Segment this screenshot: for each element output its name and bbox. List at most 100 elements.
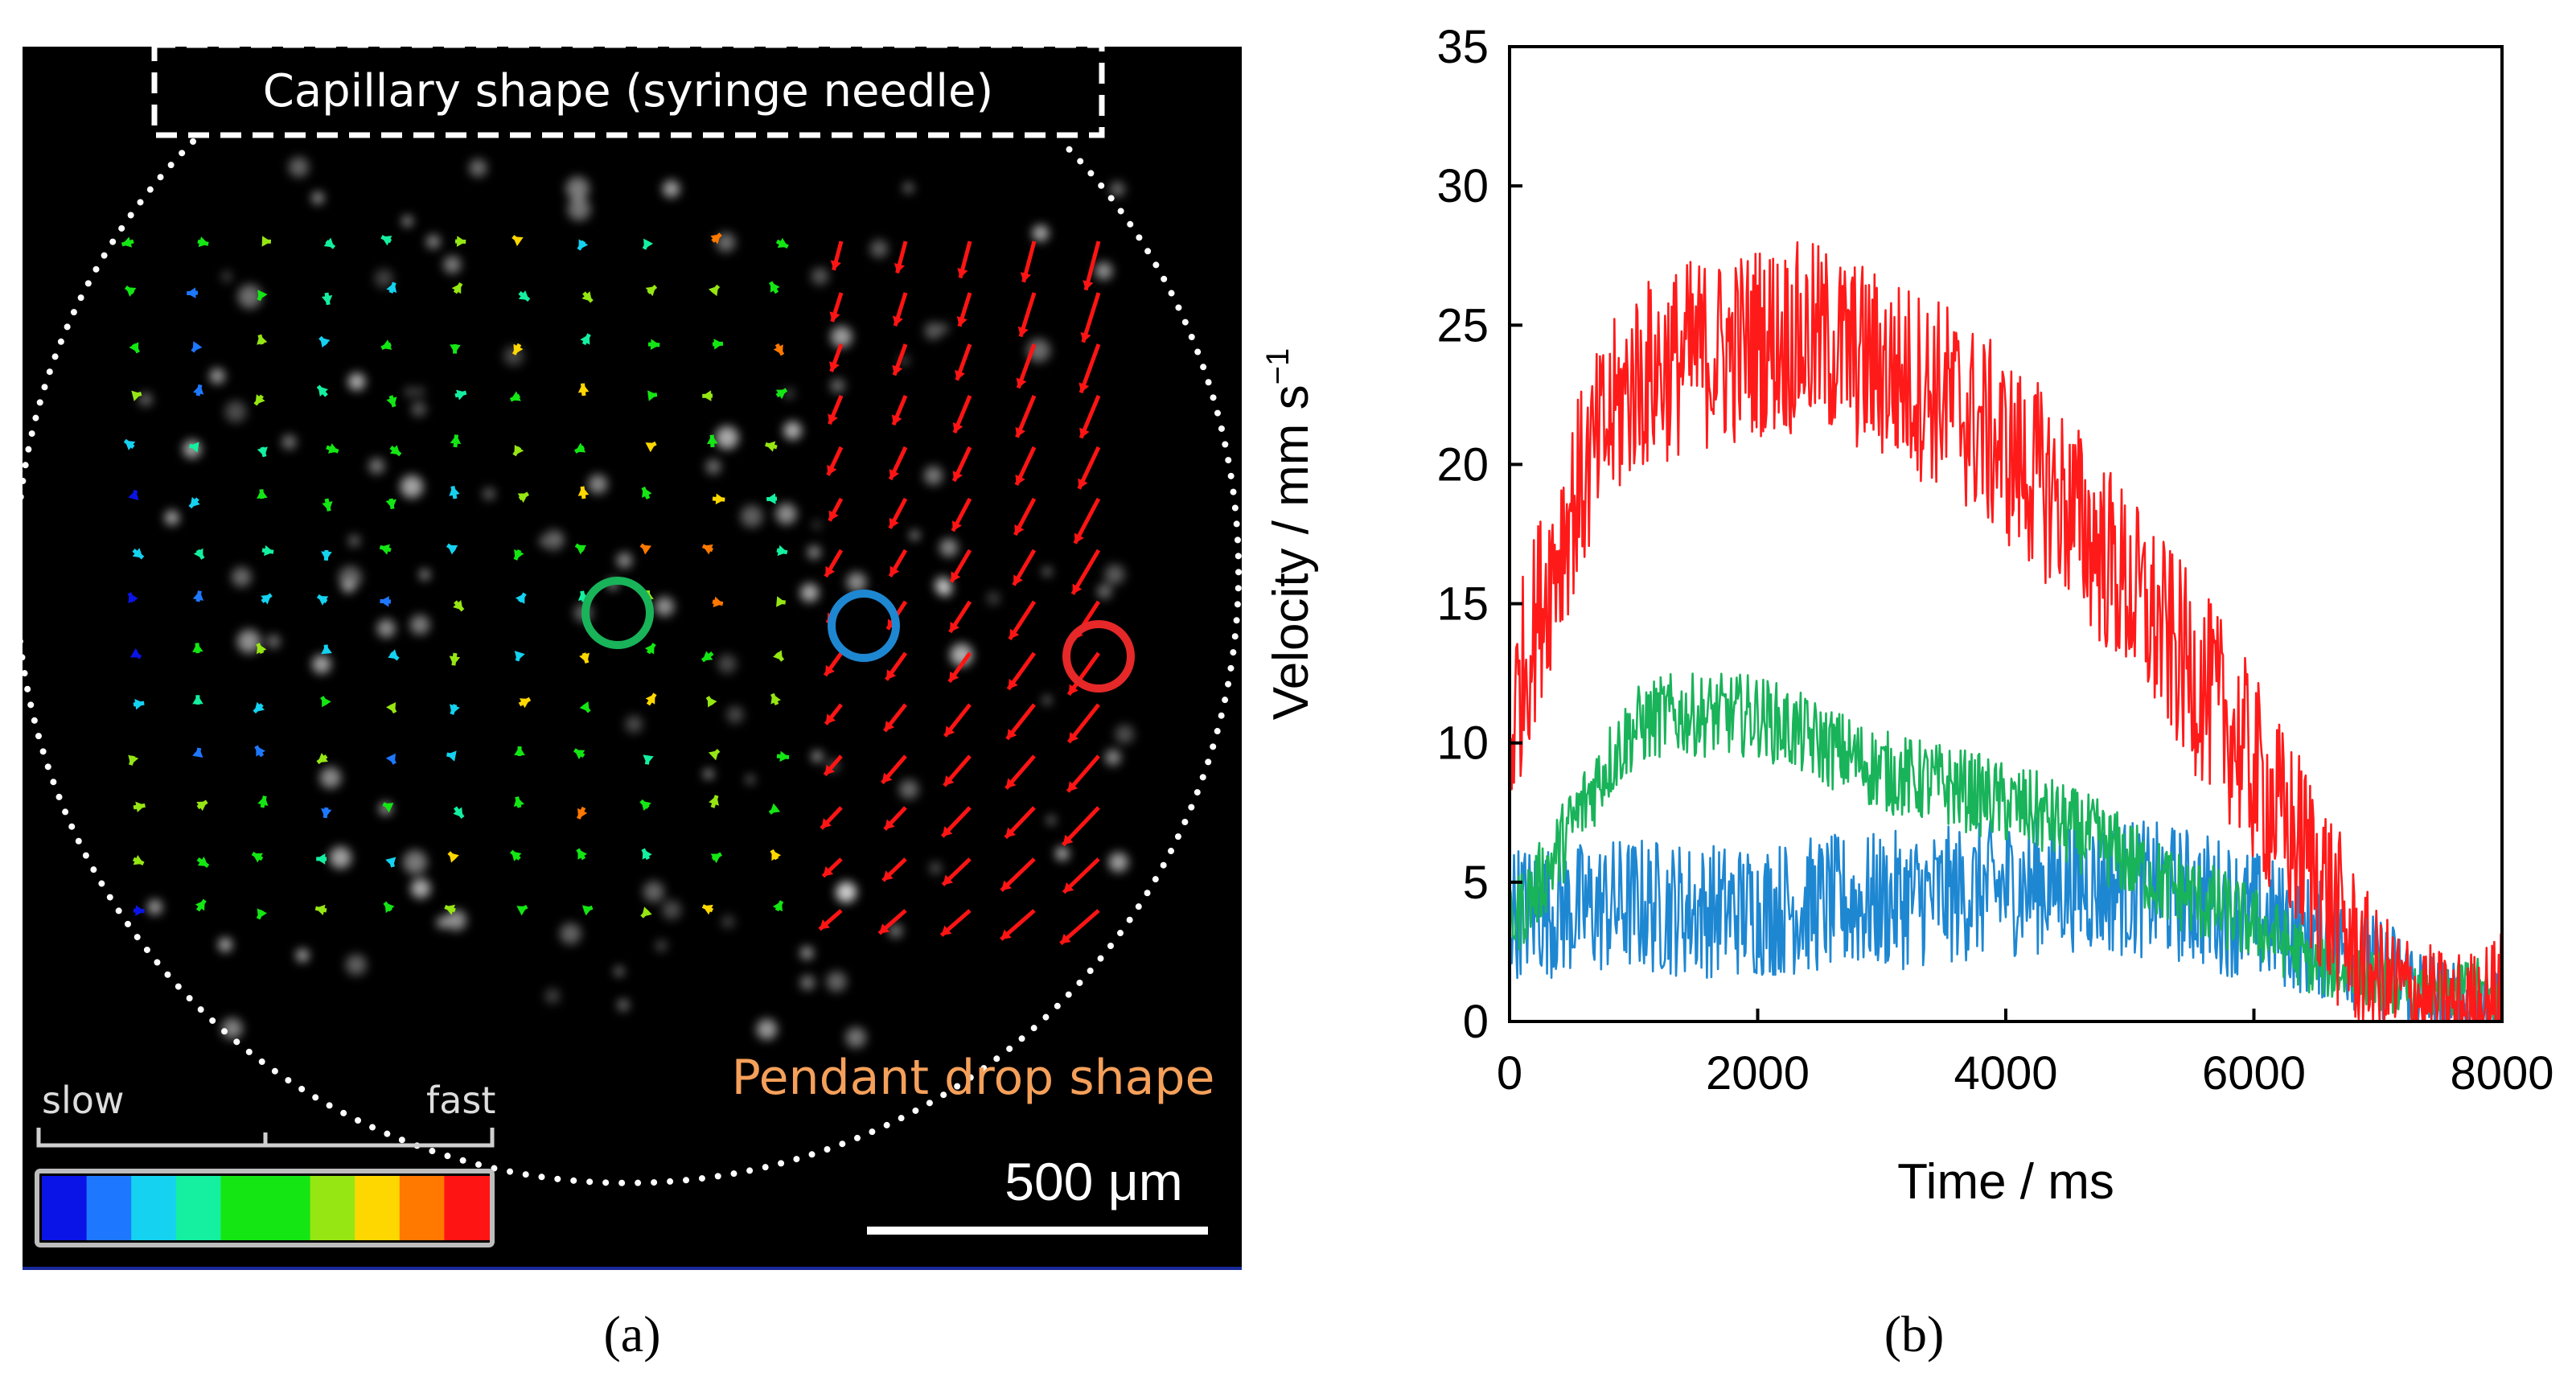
- colorbar-cell: [399, 1176, 446, 1240]
- velocity-vector-head: [510, 391, 521, 401]
- tracer-particle: [446, 910, 466, 931]
- y-tick-label: 0: [1463, 996, 1489, 1048]
- velocity-vector-head: [577, 849, 588, 860]
- velocity-vector-head: [580, 334, 590, 345]
- velocity-vector-head: [1001, 880, 1012, 891]
- tracer-particle: [705, 458, 721, 475]
- velocity-vector-head: [827, 464, 837, 475]
- tracer-particle: [721, 915, 735, 928]
- velocity-vector-head: [385, 753, 396, 764]
- tracer-particle: [348, 535, 360, 547]
- tracer-particle: [138, 393, 153, 406]
- velocity-vector-head: [135, 905, 145, 916]
- tracer-particle: [409, 614, 430, 635]
- velocity-vector-head: [1074, 532, 1084, 544]
- velocity-vector-head: [825, 713, 836, 725]
- tracer-particle: [939, 323, 949, 333]
- tracer-particle: [643, 881, 664, 902]
- velocity-vector-head: [517, 493, 528, 503]
- velocity-vector-head: [1063, 882, 1074, 893]
- velocity-vector-head: [943, 874, 954, 886]
- velocity-vector-head: [386, 702, 396, 713]
- velocity-vector-head: [456, 389, 466, 401]
- tracer-particle: [826, 971, 847, 992]
- velocity-vector-head: [828, 510, 839, 521]
- velocity-vector-head: [385, 499, 396, 509]
- tracer-particle: [231, 567, 252, 587]
- velocity-vector-head: [1016, 377, 1027, 388]
- tracer-particle: [830, 378, 845, 393]
- tracer-particle: [588, 474, 608, 494]
- blue-marker-circle: [828, 590, 900, 662]
- tracer-particle: [655, 597, 675, 617]
- tracer-particle: [870, 240, 889, 258]
- velocity-vector-head: [581, 905, 593, 916]
- y-tick-label: 20: [1436, 438, 1489, 491]
- panel-a-piv-image: Capillary shape (syringe needle) Pendant…: [13, 42, 1242, 1363]
- velocity-vector-head: [450, 434, 462, 445]
- velocity-vector-head: [766, 493, 776, 504]
- tracer-particle: [800, 946, 814, 960]
- tracer-particle: [483, 487, 495, 500]
- velocity-vector-head: [1068, 684, 1078, 695]
- x-tick-label: 2000: [1706, 1047, 1810, 1099]
- velocity-vector-head: [257, 290, 268, 301]
- tracer-particle: [662, 900, 682, 920]
- tracer-particle: [1097, 584, 1112, 599]
- velocity-vector-head: [1015, 426, 1025, 438]
- colorbar-cell: [220, 1176, 266, 1240]
- velocity-vector-head: [445, 904, 455, 915]
- tracer-particle: [899, 779, 919, 799]
- tracer-particle: [717, 654, 737, 673]
- velocity-vector-head: [515, 593, 525, 604]
- tracer-particle: [938, 582, 953, 597]
- series-line-red: [1510, 240, 2502, 1021]
- tracer-particle: [903, 183, 914, 193]
- tracer-particle: [811, 750, 823, 762]
- velocity-vector-head: [889, 517, 899, 528]
- velocity-vector-head: [779, 750, 790, 762]
- velocity-vector-head: [193, 548, 203, 559]
- tracer-particle: [740, 505, 763, 528]
- tracer-particle: [923, 466, 943, 485]
- velocity-vector-head: [131, 390, 142, 401]
- tracer-particle: [415, 387, 425, 397]
- velocity-vector-head: [449, 852, 459, 863]
- velocity-vector-head: [944, 775, 955, 786]
- velocity-vector-head: [642, 849, 652, 860]
- panel-b-velocity-chart: 0 5 10 15 20 25 30 35 0 2000 4000 6000 8000 Velocity…: [1260, 21, 2554, 1363]
- velocity-vector-head: [882, 870, 894, 881]
- x-axis-label: Time / ms: [1897, 1154, 2114, 1210]
- velocity-vector-head: [951, 571, 961, 582]
- velocity-vector-head: [192, 747, 203, 758]
- velocity-vector-head: [1013, 574, 1023, 586]
- tracer-particle: [218, 938, 232, 952]
- velocity-vector-head: [643, 754, 654, 765]
- pendant-drop-label: Pendant drop shape: [732, 1050, 1215, 1106]
- tracer-particle: [345, 954, 367, 976]
- velocity-colorbar: slow fast: [35, 1079, 495, 1247]
- velocity-vector-head: [1017, 326, 1029, 337]
- velocity-vector-head: [129, 647, 141, 658]
- pendant-drop-outline: [13, 138, 1242, 1186]
- tracer-particle: [715, 425, 739, 450]
- velocity-vector-head: [125, 440, 136, 450]
- velocity-vector-head: [821, 818, 832, 829]
- velocity-vector-head: [254, 701, 265, 713]
- tracer-particle: [1110, 182, 1125, 197]
- velocity-vector-head: [321, 551, 332, 561]
- velocity-vector-head: [645, 442, 656, 453]
- velocity-vector-head: [514, 549, 524, 560]
- tracer-particle: [329, 846, 351, 869]
- velocity-vector-head: [644, 643, 655, 655]
- velocity-vector-head: [1072, 583, 1083, 594]
- velocity-vector-head: [198, 236, 209, 248]
- velocity-vector-head: [1083, 280, 1094, 290]
- tracer-particle: [704, 769, 713, 779]
- velocity-vector-head: [317, 753, 328, 763]
- y-axis-label: Velocity / mm s−1: [1260, 348, 1319, 720]
- velocity-vector-head: [642, 487, 652, 498]
- velocity-vector-head: [708, 286, 719, 297]
- colorbar-cell: [265, 1176, 311, 1240]
- velocity-vector-head: [772, 901, 783, 912]
